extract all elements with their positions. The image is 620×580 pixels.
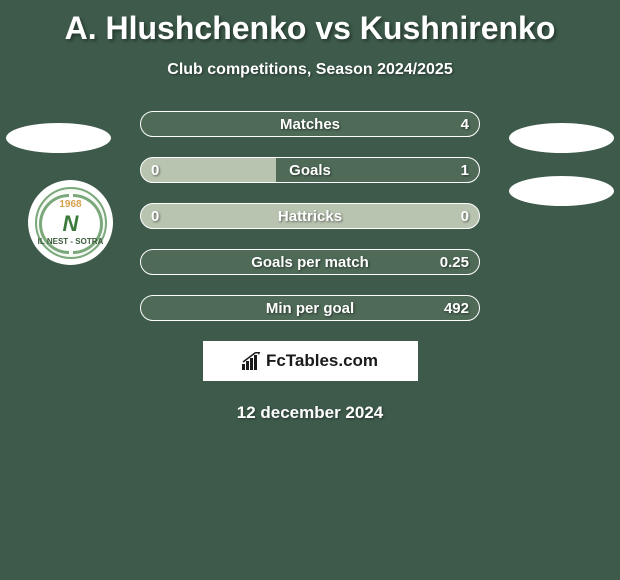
stat-row: Matches4 <box>140 111 480 137</box>
club-name: IL NEST - SOTRA <box>38 237 104 247</box>
club-year: 1968 <box>38 199 104 211</box>
stat-right-value: 4 <box>461 116 469 133</box>
page-title: A. Hlushchenko vs Kushnirenko <box>0 0 620 47</box>
stat-row: Goals per match0.25 <box>140 249 480 275</box>
stat-row: Min per goal492 <box>140 295 480 321</box>
brand-text: FcTables.com <box>266 351 378 371</box>
club-initial: N <box>38 211 104 237</box>
stat-row: 0Hattricks0 <box>140 203 480 229</box>
stat-label: Min per goal <box>141 300 479 317</box>
brand-box: FcTables.com <box>203 341 418 381</box>
stat-label: Hattricks <box>141 208 479 225</box>
stat-label: Goals per match <box>141 254 479 271</box>
stat-right-value: 492 <box>444 300 469 317</box>
stat-row: 0Goals1 <box>140 157 480 183</box>
club-badge-text: 1968 N IL NEST - SOTRA <box>38 199 104 247</box>
stat-label: Matches <box>141 116 479 133</box>
stat-right-value: 0 <box>461 208 469 225</box>
stat-right-value: 1 <box>461 162 469 179</box>
footer-date: 12 december 2024 <box>0 403 620 423</box>
brand-chart-icon <box>242 352 262 370</box>
page-subtitle: Club competitions, Season 2024/2025 <box>0 61 620 79</box>
stat-label: Goals <box>141 162 479 179</box>
stat-right-value: 0.25 <box>440 254 469 271</box>
